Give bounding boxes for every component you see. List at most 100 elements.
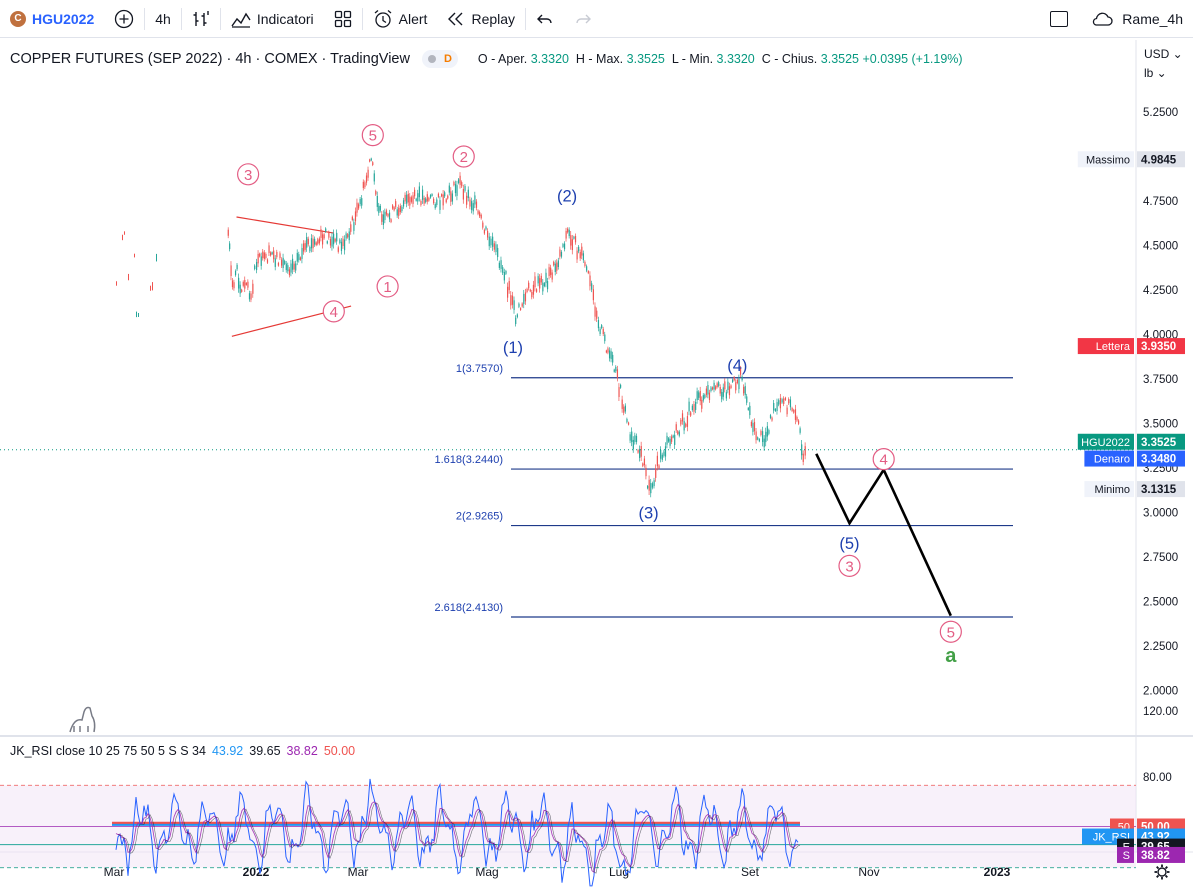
- data-status-pill[interactable]: D: [421, 50, 458, 68]
- candle-body: [510, 295, 512, 306]
- wave-label: (4): [727, 357, 747, 375]
- candle-body: [788, 399, 790, 404]
- high-value: 3.3525: [626, 52, 665, 66]
- rsi-label-value-bg: [1137, 846, 1185, 863]
- candle-body: [634, 435, 636, 442]
- candle-body: [276, 251, 278, 258]
- time-tick-label: Mar: [348, 865, 369, 879]
- candle-body: [345, 233, 347, 239]
- price-label-value: 4.9845: [1141, 154, 1177, 166]
- candle-body: [605, 350, 608, 353]
- candle-body: [683, 421, 685, 431]
- candle-body: [241, 289, 243, 292]
- price-label-name: Minimo: [1095, 484, 1130, 496]
- candle-body: [370, 158, 372, 161]
- candle-body: [493, 243, 495, 250]
- candle-body: [702, 395, 704, 401]
- unit-selector[interactable]: lb ⌄: [1144, 66, 1167, 80]
- candle-body: [459, 175, 461, 185]
- interval-button[interactable]: 4h: [145, 0, 181, 38]
- replay-label: Replay: [471, 10, 516, 27]
- candle-body: [667, 438, 670, 442]
- settings-gear-icon[interactable]: [1154, 864, 1170, 880]
- candle-body: [511, 295, 514, 305]
- price-label-name-bg: [1077, 433, 1134, 450]
- candle-body: [573, 236, 575, 239]
- candle-body: [312, 238, 314, 249]
- price-label-value: 3.1315: [1141, 484, 1177, 496]
- candle-body: [461, 182, 463, 187]
- toolbar-right: Rame_4h: [1050, 0, 1183, 38]
- fullscreen-toggle[interactable]: [1050, 11, 1069, 27]
- price-tick-label: 4.7500: [1143, 196, 1178, 208]
- rsi-signal-curve: [115, 801, 799, 873]
- candle-body: [802, 453, 804, 462]
- wave-circle: [322, 300, 345, 323]
- symbol-search[interactable]: C HGU2022: [0, 0, 104, 38]
- replay-button[interactable]: Replay: [437, 0, 525, 38]
- candle-body: [735, 382, 737, 391]
- candle-body: [653, 480, 655, 487]
- candle-body: [342, 238, 344, 247]
- indicators-button[interactable]: Indicatori: [221, 0, 324, 38]
- wave-circle: [237, 163, 260, 186]
- chart-canvas[interactable]: 5.25005.00004.75004.50004.25004.00003.75…: [0, 40, 1193, 892]
- candle-body: [719, 386, 721, 394]
- candle-body: [757, 437, 759, 440]
- candle-body: [716, 383, 718, 388]
- candle-body: [752, 422, 754, 432]
- candle-body: [364, 182, 366, 188]
- currency-selector[interactable]: USD ⌄: [1144, 47, 1183, 61]
- layout-name[interactable]: Rame_4h: [1122, 11, 1183, 27]
- candle-body: [545, 272, 547, 284]
- candle-body: [265, 253, 267, 258]
- candle-body: [776, 402, 778, 412]
- candle-body: [642, 463, 644, 467]
- candle-body: [685, 423, 687, 427]
- candle-body: [285, 263, 287, 271]
- candle-body: [715, 386, 717, 390]
- candle-body: [768, 430, 770, 434]
- candle-body: [793, 409, 795, 413]
- candle-body: [502, 267, 504, 273]
- candle-body: [741, 376, 743, 381]
- candle-body: [587, 271, 589, 274]
- candle-body: [513, 300, 515, 310]
- chart-type-button[interactable]: [182, 0, 220, 38]
- price-tick-label: 3.5000: [1143, 419, 1178, 431]
- candle-body: [395, 201, 397, 207]
- candle-body: [563, 243, 566, 250]
- candle-body: [778, 400, 780, 405]
- candle-body: [725, 392, 727, 399]
- candle-body: [244, 279, 246, 289]
- wave-circle: [939, 620, 962, 643]
- alert-button[interactable]: Alert: [363, 0, 438, 38]
- candle-body: [263, 252, 265, 259]
- candle-body: [497, 247, 499, 258]
- candle-body: [616, 369, 619, 378]
- candle-body: [710, 387, 712, 392]
- redo-button[interactable]: [564, 0, 602, 38]
- templates-button[interactable]: [324, 0, 362, 38]
- candle-body: [804, 446, 806, 456]
- candle-body: [279, 253, 281, 259]
- price-axis-labels: Massimo 4.9845 Lettera 3.9350 HGU2022 3.3525 D…: [1077, 151, 1185, 498]
- candle-body: [453, 181, 455, 186]
- candle-body: [492, 236, 494, 247]
- candle-body: [574, 236, 577, 243]
- candle-body: [483, 229, 486, 234]
- wave-circle: [361, 124, 384, 147]
- undo-button[interactable]: [526, 0, 564, 38]
- compare-button[interactable]: [104, 0, 144, 38]
- candle-body: [672, 435, 674, 438]
- time-tick-label: Set: [741, 865, 760, 879]
- candle-body: [487, 230, 489, 238]
- candle-body: [433, 198, 435, 204]
- rsi-label-name: S: [1123, 850, 1130, 862]
- price-dot: [136, 311, 137, 318]
- toolbar-divider: [525, 7, 527, 30]
- rewind-icon: [448, 12, 463, 25]
- candle-body: [791, 407, 793, 411]
- rsi-level-value: 50.00: [323, 744, 356, 758]
- cloud-icon[interactable]: [1090, 11, 1114, 27]
